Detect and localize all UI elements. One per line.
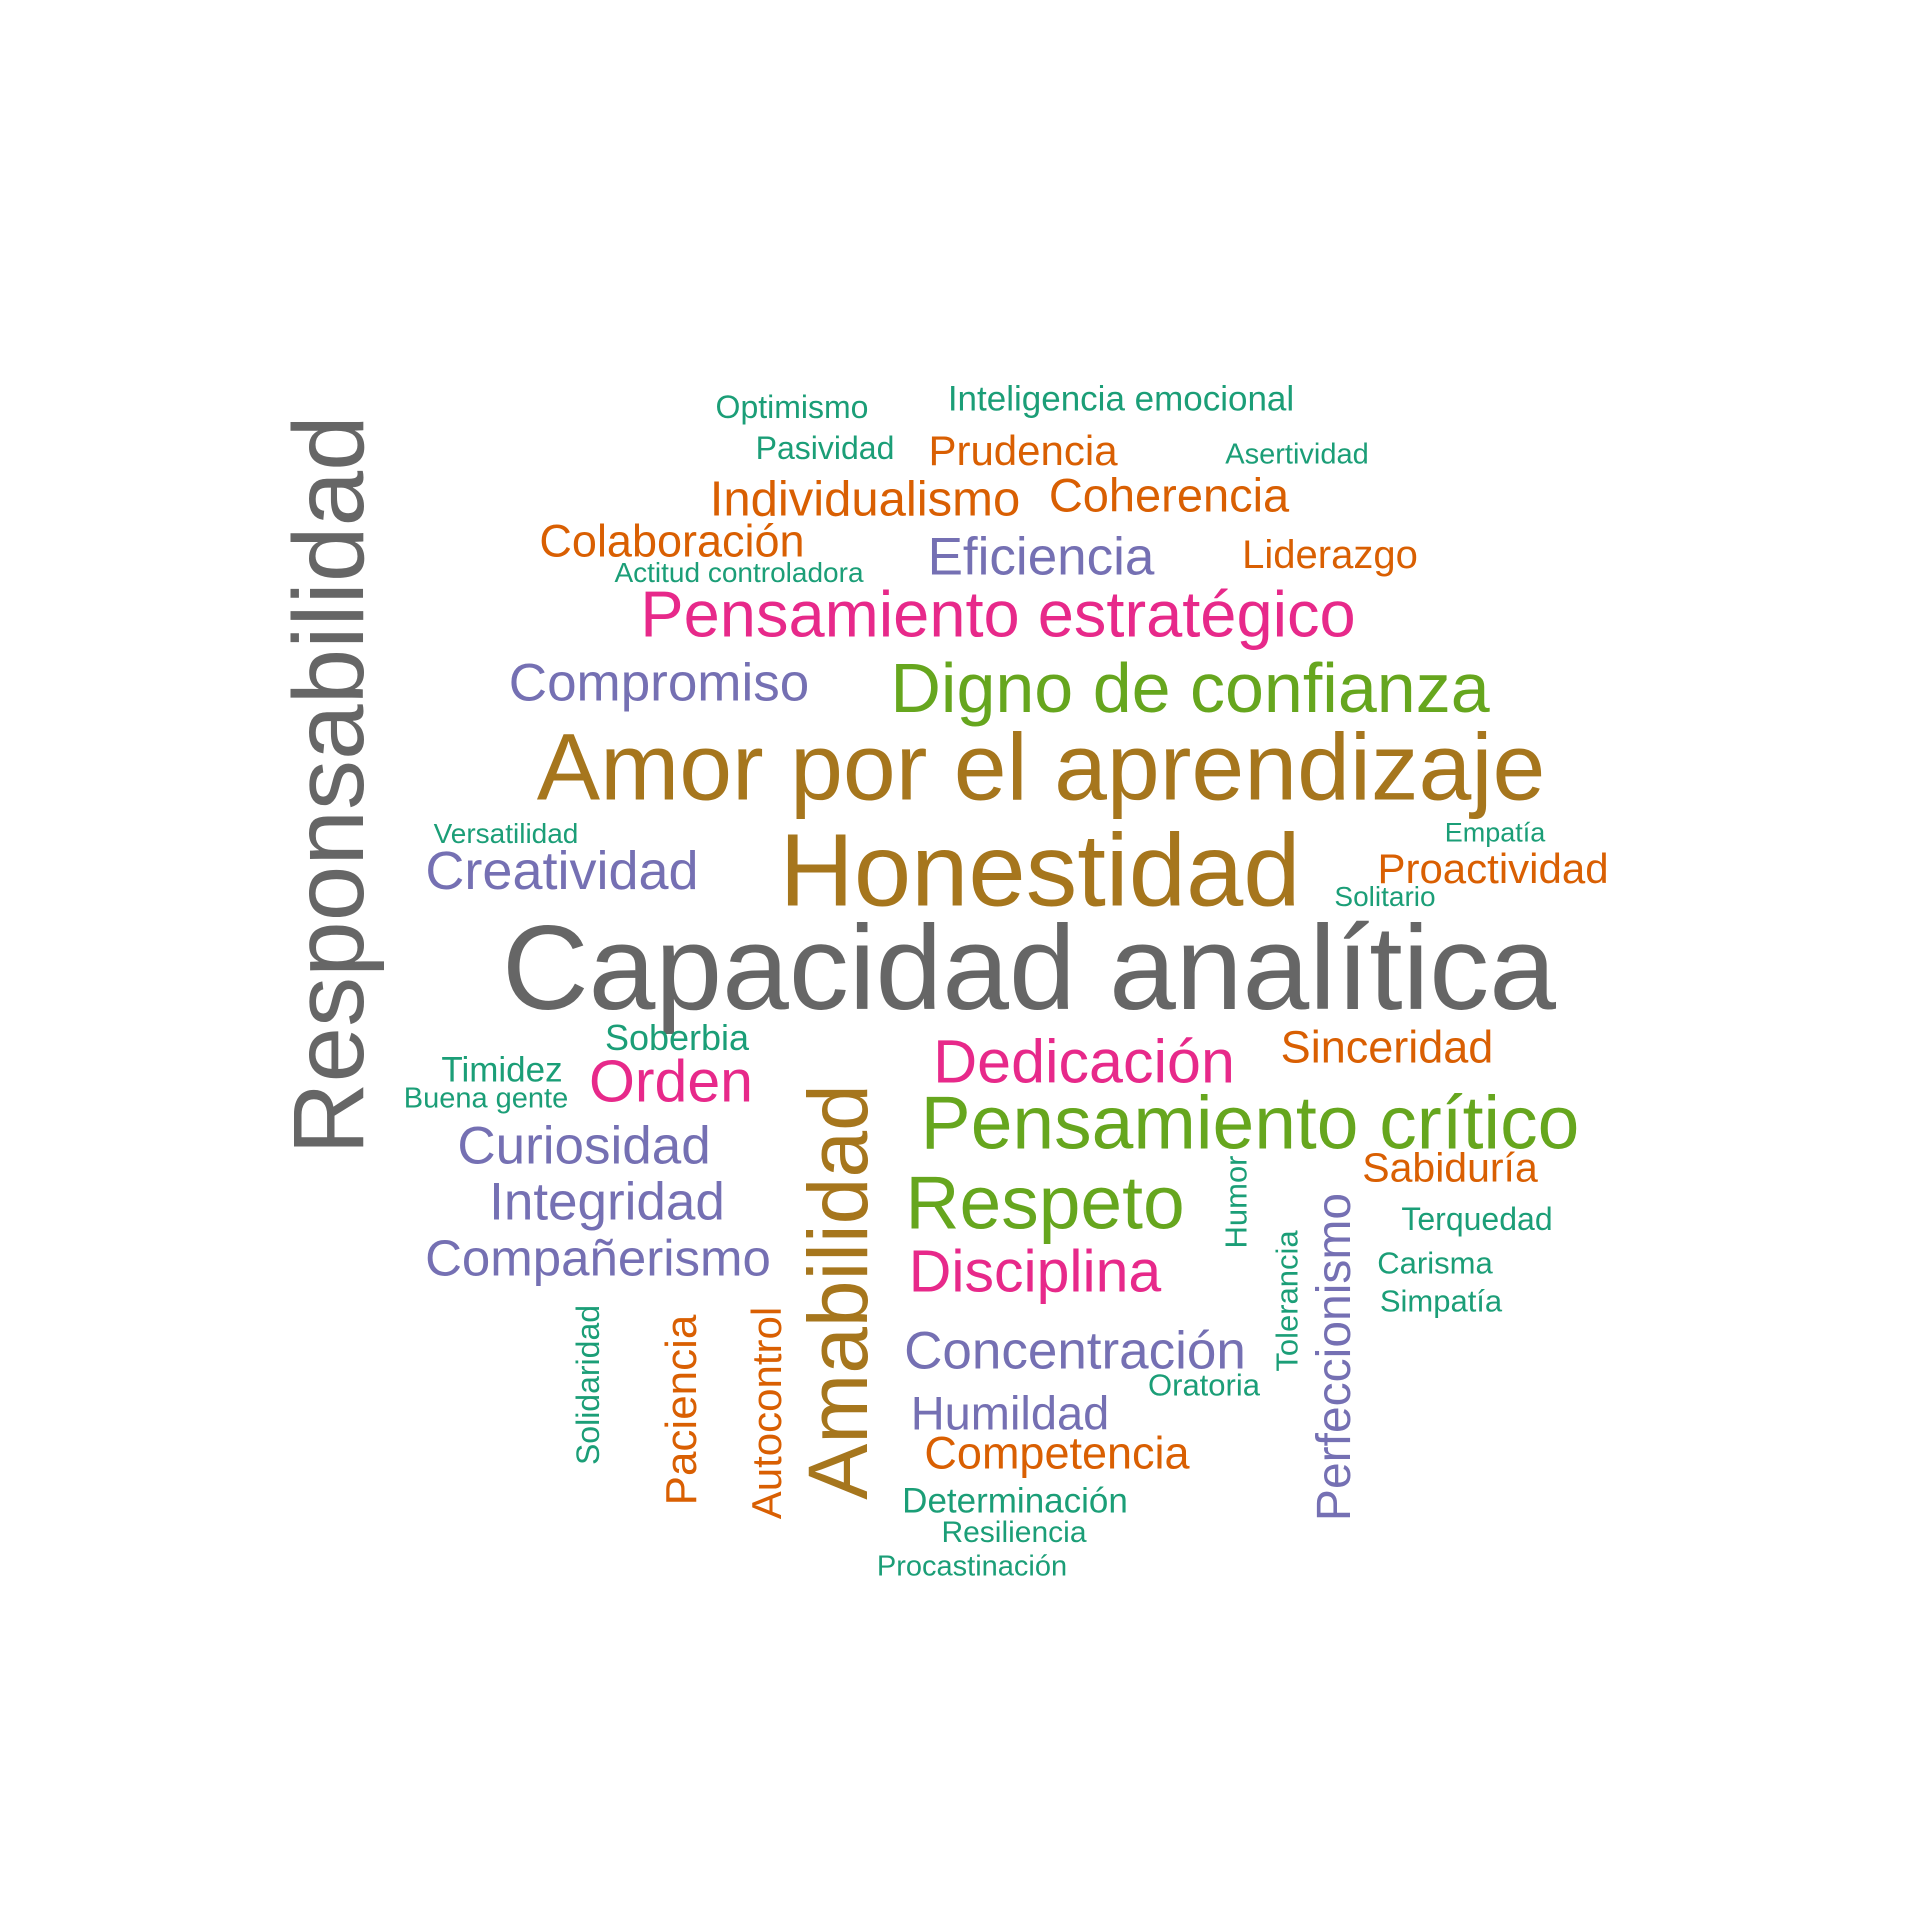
- word-solitario: Solitario: [1334, 881, 1436, 912]
- word-eficiencia: Eficiencia: [927, 527, 1155, 587]
- word-versatilidad: Versatilidad: [433, 818, 579, 849]
- word-actitud-controladora: Actitud controladora: [614, 557, 864, 588]
- word-optimismo: Optimismo: [715, 389, 869, 425]
- word-humor: Humor: [1218, 1155, 1254, 1249]
- word-digno-de-confianza: Digno de confianza: [890, 649, 1490, 727]
- word-coherencia: Coherencia: [1048, 468, 1290, 522]
- word-terquedad: Terquedad: [1401, 1201, 1553, 1237]
- word-determinacion: Determinación: [902, 1481, 1128, 1521]
- word-respeto: Respeto: [905, 1160, 1185, 1245]
- word-paciencia: Paciencia: [657, 1314, 706, 1506]
- word-dedicacion: Dedicación: [933, 1027, 1235, 1096]
- word-compromiso: Compromiso: [508, 653, 810, 713]
- word-solidaridad: Solidaridad: [570, 1304, 606, 1466]
- word-soberbia: Soberbia: [604, 1017, 750, 1058]
- word-honestidad: Honestidad: [779, 812, 1301, 928]
- word-prudencia: Prudencia: [928, 427, 1118, 474]
- word-timidez: Timidez: [441, 1050, 563, 1090]
- word-oratoria: Oratoria: [1148, 1367, 1260, 1403]
- word-creatividad: Creatividad: [425, 841, 699, 901]
- word-sinceridad: Sinceridad: [1280, 1021, 1494, 1073]
- word-capacidad-analitica: Capacidad analítica: [501, 901, 1557, 1035]
- word-amor-por-el-aprendizaje: Amor por el aprendizaje: [536, 714, 1546, 821]
- word-orden: Orden: [589, 1048, 753, 1115]
- word-proactividad: Proactividad: [1377, 845, 1609, 892]
- word-pensamiento-estrategico: Pensamiento estratégico: [640, 577, 1356, 651]
- word-amabilidad: Amabilidad: [791, 1084, 885, 1500]
- word-competencia: Competencia: [924, 1427, 1190, 1479]
- word-resiliencia: Resiliencia: [941, 1516, 1087, 1549]
- word-liderazgo: Liderazgo: [1242, 533, 1418, 577]
- word-colaboracion: Colaboración: [539, 515, 805, 567]
- word-humildad: Humildad: [910, 1386, 1110, 1440]
- word-pasividad: Pasividad: [755, 430, 895, 466]
- word-asertividad: Asertividad: [1225, 438, 1369, 471]
- word-procastinacion: Procastinación: [876, 1550, 1068, 1583]
- word-autocontrol: Autocontrol: [743, 1306, 790, 1520]
- word-buena-gente: Buena gente: [403, 1082, 569, 1115]
- word-perfeccionismo: Perfeccionismo: [1308, 1192, 1361, 1522]
- word-responsabilidad: Responsabilidad: [273, 415, 385, 1155]
- word-disciplina: Disciplina: [908, 1238, 1162, 1305]
- word-companerismo: Compañerismo: [425, 1229, 771, 1287]
- word-inteligencia-emocional: Inteligencia emocional: [947, 379, 1295, 419]
- word-tolerancia: Tolerancia: [1269, 1230, 1305, 1372]
- word-sabiduria: Sabiduría: [1362, 1144, 1538, 1191]
- word-curiosidad: Curiosidad: [457, 1116, 711, 1176]
- word-simpatia: Simpatía: [1379, 1283, 1503, 1319]
- word-concentracion: Concentración: [904, 1321, 1246, 1381]
- word-integridad: Integridad: [489, 1172, 725, 1232]
- word-individualismo: Individualismo: [709, 472, 1021, 527]
- word-pensamiento-critico: Pensamiento crítico: [920, 1080, 1580, 1165]
- word-carisma: Carisma: [1377, 1245, 1493, 1281]
- word-empatia: Empatía: [1444, 817, 1546, 848]
